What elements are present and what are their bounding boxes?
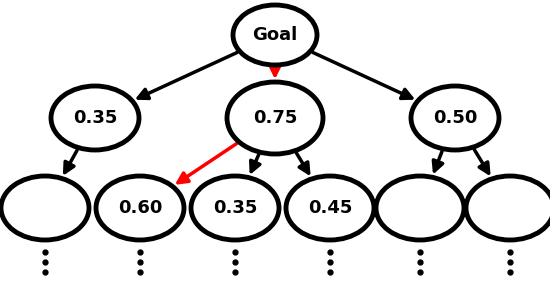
Ellipse shape <box>466 176 550 240</box>
Text: 0.45: 0.45 <box>308 199 352 217</box>
Ellipse shape <box>286 176 374 240</box>
Ellipse shape <box>233 5 317 65</box>
Ellipse shape <box>376 176 464 240</box>
Text: 0.75: 0.75 <box>253 109 297 127</box>
Text: 0.35: 0.35 <box>73 109 117 127</box>
Text: 0.50: 0.50 <box>433 109 477 127</box>
Ellipse shape <box>96 176 184 240</box>
Text: 0.60: 0.60 <box>118 199 162 217</box>
Ellipse shape <box>51 86 139 150</box>
Ellipse shape <box>411 86 499 150</box>
Ellipse shape <box>1 176 89 240</box>
Text: 0.35: 0.35 <box>213 199 257 217</box>
Ellipse shape <box>227 82 323 154</box>
Ellipse shape <box>191 176 279 240</box>
Text: Goal: Goal <box>252 26 298 44</box>
